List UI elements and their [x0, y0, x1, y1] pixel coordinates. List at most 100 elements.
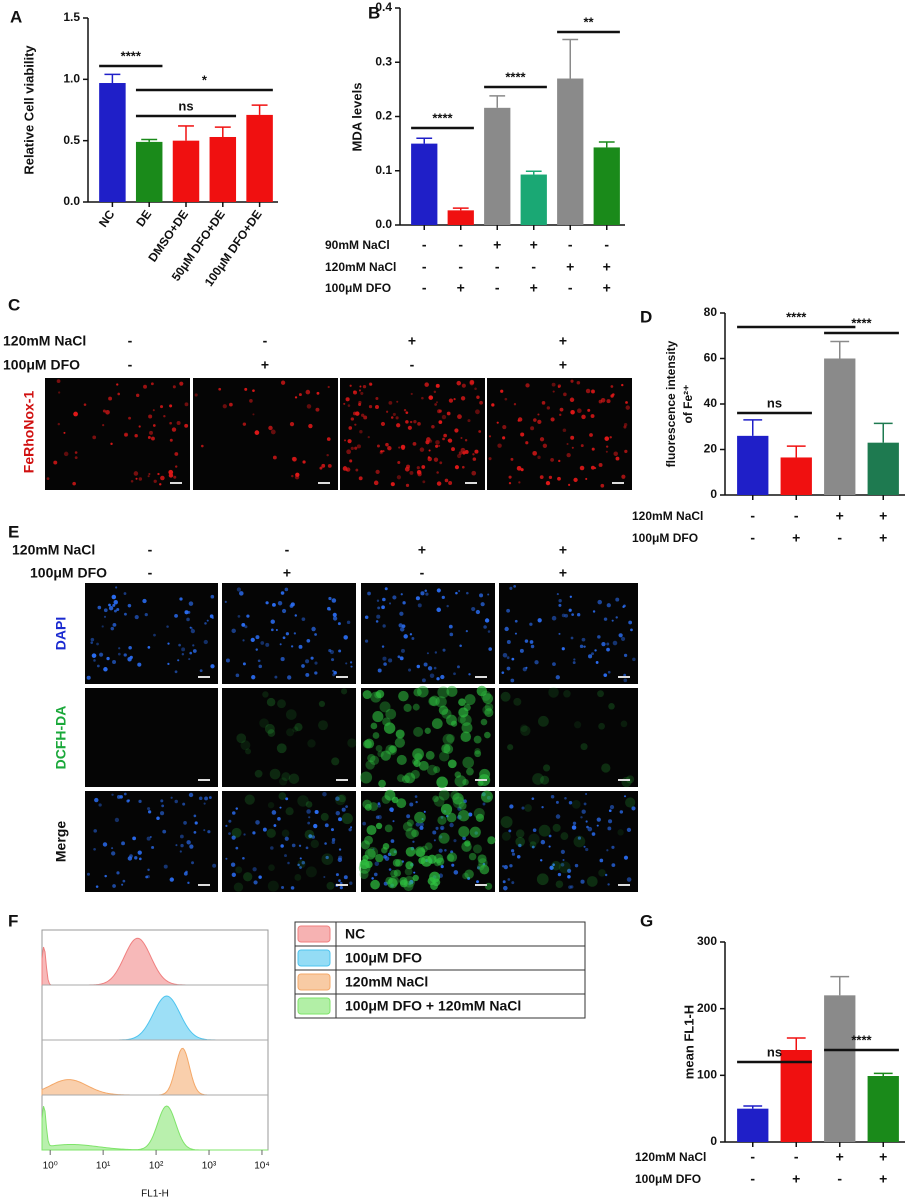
cell [446, 411, 451, 416]
condition-mark: - [794, 1149, 799, 1165]
cell [291, 474, 294, 478]
cell [299, 866, 302, 869]
cell [548, 475, 553, 480]
cell [335, 794, 346, 806]
x-tick-label: DE [133, 208, 154, 230]
cell [412, 703, 420, 711]
cell [311, 626, 316, 632]
cell [181, 647, 186, 652]
x-tick-label: 10⁰ [43, 1161, 58, 1172]
cell [160, 811, 165, 816]
cell [288, 773, 300, 784]
cell [292, 726, 299, 733]
scale-bar [198, 779, 210, 781]
cell [621, 776, 632, 788]
cell [305, 801, 313, 808]
cell [568, 885, 572, 889]
cell [115, 586, 118, 589]
histogram-curve [41, 1047, 268, 1096]
significance-label: ns [178, 98, 193, 113]
cell [387, 878, 398, 889]
cell [507, 744, 514, 751]
cell [289, 422, 295, 427]
cell [377, 814, 382, 820]
cell [290, 602, 295, 607]
cell [454, 465, 460, 470]
cell [550, 794, 555, 799]
cell [454, 771, 462, 778]
cell [147, 436, 151, 439]
cell [231, 827, 242, 838]
cell [235, 673, 240, 678]
cell [509, 804, 514, 809]
cell [400, 444, 406, 450]
cell [268, 425, 273, 431]
cell [405, 411, 409, 415]
cell [343, 635, 348, 640]
cell [463, 799, 467, 804]
cell [510, 849, 515, 853]
cell [63, 431, 66, 434]
cell [591, 389, 595, 394]
cell [90, 637, 95, 642]
cell [363, 415, 368, 420]
cell [558, 861, 571, 874]
cell [403, 409, 407, 412]
cell [525, 666, 528, 669]
cell [108, 396, 113, 401]
cell [358, 402, 362, 406]
condition-name: 120mM NaCl [12, 542, 95, 558]
cell [364, 848, 376, 860]
y-tick-label: 1.0 [63, 72, 80, 86]
cell [315, 407, 320, 412]
cell [460, 714, 472, 726]
micrograph [85, 583, 218, 684]
cell [73, 411, 78, 417]
cell [111, 594, 117, 600]
cell [386, 410, 389, 413]
cell [508, 475, 512, 479]
cell [491, 403, 495, 407]
condition-mark: - [495, 280, 500, 296]
cell [403, 703, 412, 712]
cell [294, 614, 298, 617]
cell [520, 432, 525, 437]
cell [252, 867, 257, 872]
cell [618, 633, 623, 638]
cell [589, 433, 593, 437]
cell [442, 733, 454, 746]
cell [384, 824, 393, 833]
condition-mark: - [458, 259, 463, 275]
cell [568, 608, 572, 612]
cell [242, 639, 245, 642]
cell [558, 599, 562, 603]
cell [606, 603, 611, 608]
cell [138, 425, 141, 428]
cell [431, 424, 435, 429]
cell [531, 797, 535, 800]
condition-mark: - [750, 1149, 755, 1165]
cell [170, 796, 173, 799]
cell [433, 766, 441, 774]
cell [171, 878, 174, 881]
condition-mark: + [408, 333, 416, 349]
cell [293, 632, 297, 635]
cell [525, 441, 529, 445]
cell [608, 809, 612, 813]
scale-bar [336, 779, 348, 781]
cell [285, 709, 297, 720]
cell [252, 389, 255, 393]
cell [355, 468, 359, 472]
significance-label: **** [432, 110, 453, 125]
cell [506, 666, 511, 671]
cell [251, 675, 256, 680]
cell [292, 456, 297, 462]
cell [551, 382, 556, 387]
cell [166, 625, 169, 628]
cell [375, 620, 379, 623]
cell [385, 744, 396, 755]
cell [163, 415, 166, 418]
cell [222, 404, 227, 409]
cell [392, 595, 397, 600]
cell [224, 600, 227, 603]
